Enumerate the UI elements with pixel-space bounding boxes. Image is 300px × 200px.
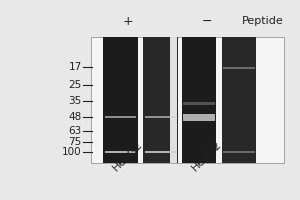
FancyBboxPatch shape (104, 116, 136, 118)
FancyBboxPatch shape (145, 151, 176, 153)
FancyBboxPatch shape (224, 151, 255, 153)
Text: HepG2: HepG2 (190, 139, 224, 173)
FancyBboxPatch shape (170, 37, 178, 163)
FancyBboxPatch shape (183, 102, 215, 105)
Text: 75: 75 (68, 137, 82, 147)
FancyBboxPatch shape (103, 37, 137, 163)
Text: 48: 48 (68, 112, 82, 122)
FancyBboxPatch shape (145, 116, 176, 118)
FancyBboxPatch shape (104, 151, 136, 153)
Text: 63: 63 (68, 126, 82, 136)
Text: 25: 25 (68, 80, 82, 90)
FancyBboxPatch shape (143, 37, 178, 163)
FancyBboxPatch shape (224, 67, 255, 69)
Text: 35: 35 (68, 96, 82, 106)
Text: −: − (201, 15, 212, 28)
Text: Peptide: Peptide (242, 16, 284, 26)
FancyBboxPatch shape (222, 37, 256, 163)
FancyBboxPatch shape (182, 37, 216, 163)
Text: +: + (122, 15, 133, 28)
Text: HepG2: HepG2 (111, 139, 145, 173)
Text: 100: 100 (62, 147, 82, 157)
FancyBboxPatch shape (183, 114, 215, 121)
Text: 17: 17 (68, 62, 82, 72)
FancyBboxPatch shape (91, 37, 284, 163)
